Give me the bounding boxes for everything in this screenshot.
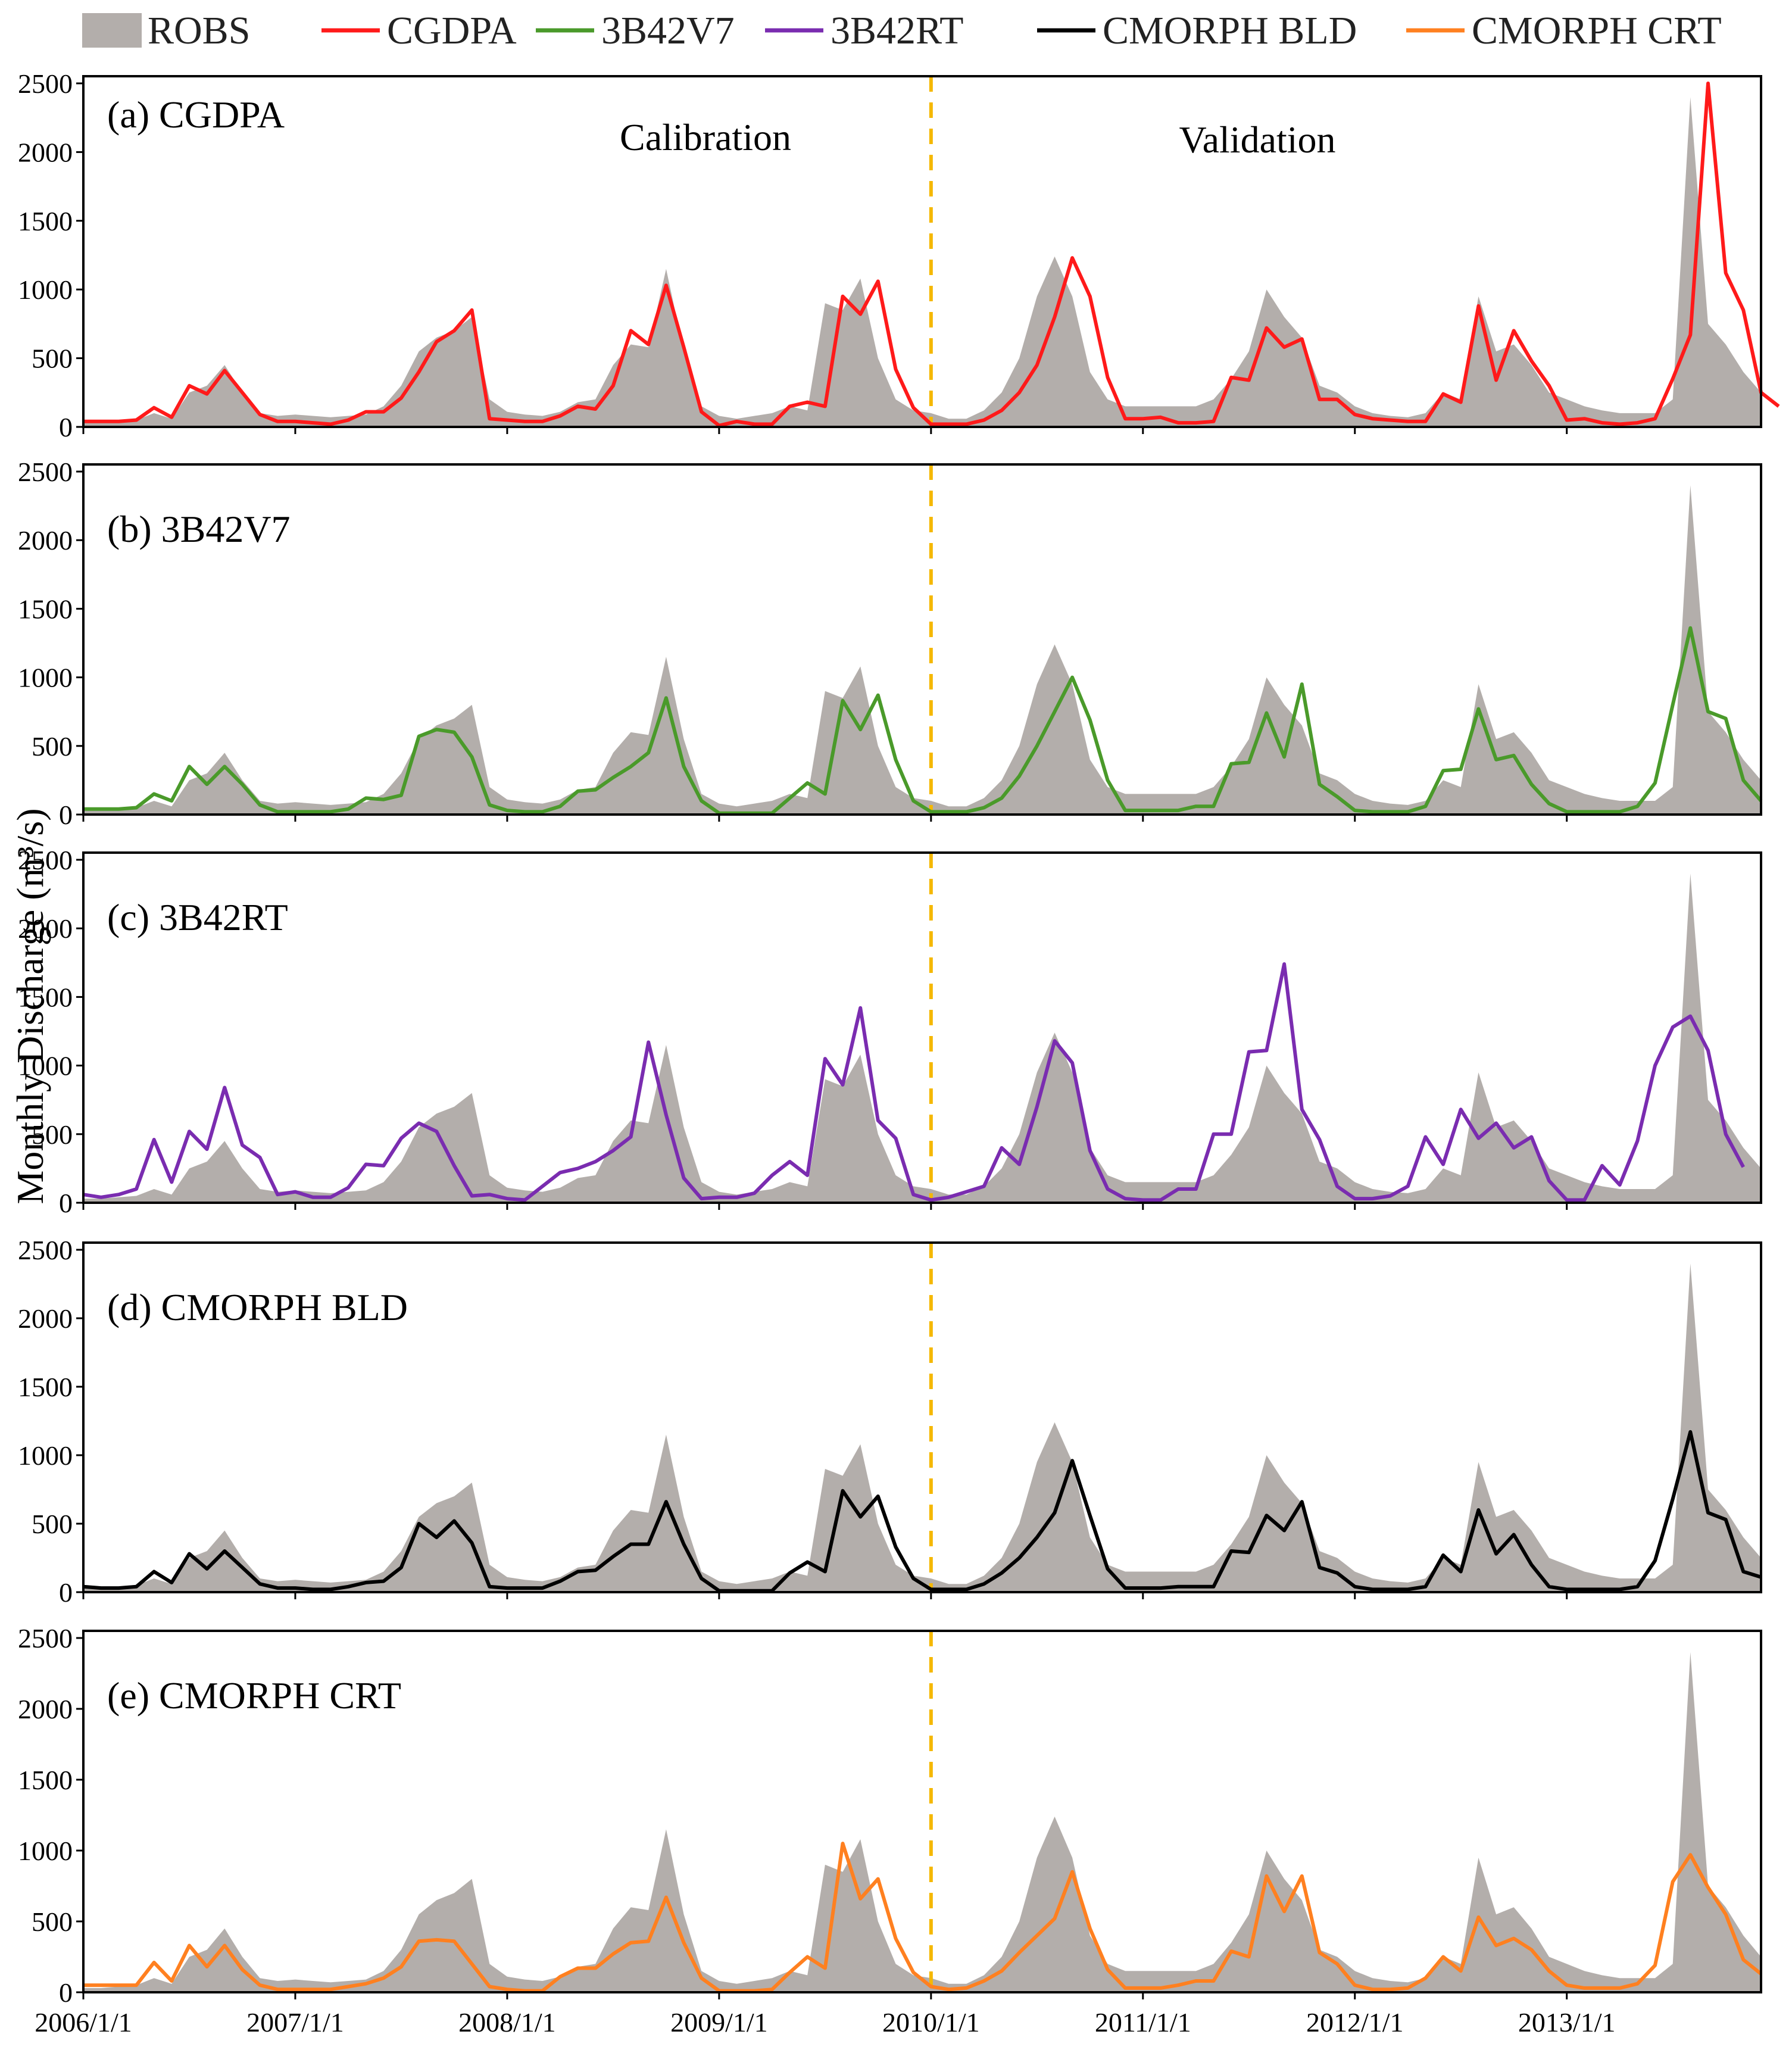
y-tick-label: 0 [59, 1977, 73, 2008]
series-line [83, 1430, 1762, 1593]
panel-2: 0 500 1000 1500 2000 2500 (b) 3B42V7 [18, 457, 1763, 830]
y-tick-label: 2000 [18, 913, 73, 944]
x-tick-label: 2012/1/1 [1306, 2007, 1404, 2038]
y-tick-label: 1000 [18, 663, 73, 693]
x-tick-label: 2006/1/1 [35, 2007, 132, 2038]
observed-area [83, 873, 1761, 1203]
x-tick-label: 2007/1/1 [246, 2007, 344, 2038]
y-tick-label: 2500 [18, 1623, 73, 1653]
y-tick-label: 500 [32, 731, 73, 762]
legend-item: 3B42RT [765, 9, 963, 52]
observed-area [83, 97, 1761, 428]
series-line [83, 1842, 1762, 1993]
legend-label: CGDPA [387, 9, 517, 52]
y-tick-label: 500 [32, 1119, 73, 1150]
panel-frame [82, 463, 1762, 816]
legend-label: 3B42V7 [601, 9, 735, 52]
y-tick-label: 2000 [18, 1303, 73, 1334]
panel-5: 0 500 1000 1500 2000 2500 (e) CMORPH CRT [18, 1623, 1762, 2008]
y-tick-label: 0 [59, 412, 73, 442]
y-tick-label: 500 [32, 344, 73, 374]
y-tick-label: 1000 [18, 1051, 73, 1081]
series-line [83, 626, 1763, 815]
legend-label: ROBS [148, 9, 250, 52]
y-tick-label: 1500 [18, 982, 73, 1012]
legend-item: CMORPH CRT [1406, 9, 1722, 52]
calibration-label: Calibration [620, 116, 791, 158]
panel-frame [82, 1630, 1762, 1993]
panel-4: 0 500 1000 1500 2000 2500 (d) CMORPH BLD [18, 1235, 1762, 1608]
x-tick-label: 2009/1/1 [670, 2007, 768, 2038]
panel-label: (a) CGDPA [107, 93, 285, 136]
panel-label: (c) 3B42RT [107, 896, 288, 938]
y-tick-label: 1000 [18, 274, 73, 305]
y-axis-label: Monthly Discharge (m³/s) [9, 808, 51, 1204]
y-tick-label: 2000 [18, 137, 73, 167]
x-tick-label: 2013/1/1 [1518, 2007, 1616, 2038]
validation-label: Validation [1179, 118, 1335, 161]
y-tick-label: 2000 [18, 525, 73, 556]
legend: ROBS CGDPA 3B42V7 3B42RT CMORPH BLD CMORPH CR… [82, 9, 1722, 52]
y-tick-label: 1500 [18, 594, 73, 624]
y-tick-label: 1000 [18, 1836, 73, 1866]
panel-label: (b) 3B42V7 [107, 508, 291, 550]
legend-label: CMORPH CRT [1472, 9, 1722, 52]
y-tick-label: 0 [59, 1577, 73, 1608]
legend-label: CMORPH BLD [1103, 9, 1357, 52]
x-tick-label: 2011/1/1 [1095, 2007, 1191, 2038]
legend-item: CGDPA [321, 9, 517, 52]
panel-1: 0 500 1000 1500 2000 2500 (a) CGDPA Calibration… [18, 68, 1780, 442]
series-line [83, 82, 1780, 428]
panel-label: (e) CMORPH CRT [107, 1674, 401, 1717]
y-tick-label: 2500 [18, 68, 73, 99]
panel-frame [82, 851, 1762, 1204]
y-tick-label: 0 [59, 1188, 73, 1218]
legend-item: 3B42V7 [536, 9, 735, 52]
y-tick-label: 2500 [18, 1235, 73, 1265]
observed-area [83, 485, 1761, 815]
y-tick-label: 2000 [18, 1694, 73, 1724]
y-tick-label: 2500 [18, 845, 73, 875]
series-line [83, 962, 1745, 1202]
y-tick-label: 1500 [18, 1765, 73, 1795]
x-tick-label: 2008/1/1 [458, 2007, 556, 2038]
legend-item: ROBS [82, 9, 250, 52]
y-tick-label: 500 [32, 1907, 73, 1937]
y-tick-label: 1000 [18, 1440, 73, 1471]
panels: 0 500 1000 1500 2000 2500 (a) CGDPA Calibration… [18, 68, 1780, 2008]
panel-frame [82, 1241, 1762, 1593]
x-axis: 2006/1/1 2007/1/1 2008/1/1 2009/1/1 2010/1/1… [35, 2007, 1615, 2038]
y-tick-label: 0 [59, 800, 73, 830]
legend-label: 3B42RT [831, 9, 963, 52]
y-tick-label: 1500 [18, 1372, 73, 1402]
panel-label: (d) CMORPH BLD [107, 1286, 408, 1328]
legend-item: CMORPH BLD [1037, 9, 1357, 52]
panel-3: 0 500 1000 1500 2000 2500 (c) 3B42RT [18, 845, 1762, 1218]
y-tick-label: 1500 [18, 206, 73, 236]
legend-swatch [82, 13, 142, 48]
y-tick-label: 2500 [18, 457, 73, 487]
x-tick-label: 2010/1/1 [882, 2007, 980, 2038]
panel-frame [82, 75, 1762, 428]
y-tick-label: 500 [32, 1509, 73, 1539]
